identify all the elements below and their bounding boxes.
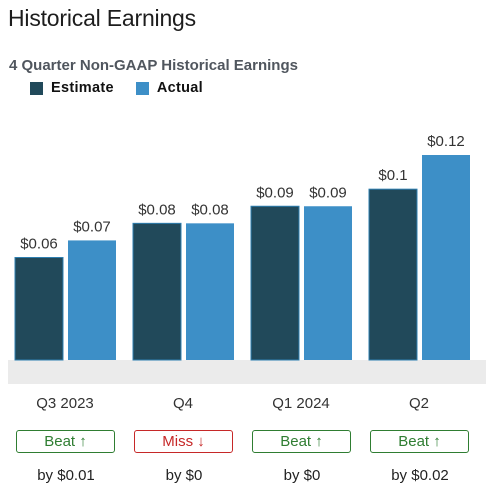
bar-estimate-1 [132,222,182,361]
x-tick-label-3: Q2 [409,395,429,412]
data-label-actual-2: $0.09 [309,184,347,201]
chart-title: 4 Quarter Non-GAAP Historical Earnings [9,57,298,74]
bar-actual-3 [422,155,470,360]
chart-baseline-band [8,360,486,384]
result-diff-2: by $0 [283,467,321,484]
result-diff-1: by $0 [165,467,203,484]
result-badge-1: Miss ↓ [134,430,233,453]
bar-estimate-2 [250,205,300,361]
chart-legend: Estimate Actual [30,80,203,96]
data-label-actual-0: $0.07 [73,218,111,235]
data-label-estimate-0: $0.06 [20,236,58,253]
legend-item-actual: Actual [135,80,203,96]
data-label-actual-1: $0.08 [191,201,229,218]
data-label-estimate-3: $0.1 [378,167,407,184]
page-title: Historical Earnings [8,5,196,31]
bar-estimate-0 [14,257,64,361]
earnings-bar-chart: $0.06 $0.07 Q3 2023 $0.08 $0.08 Q4 $0.09 $0.09 Q… [8,133,486,412]
x-tick-label-0: Q3 2023 [36,395,94,412]
x-tick-label-1: Q4 [173,395,193,412]
bar-actual-2 [304,206,352,360]
result-diff-3: by $0.02 [391,467,449,484]
legend-label-estimate: Estimate [51,80,114,96]
result-badge-3: Beat ↑ [370,430,469,453]
result-diff-0: by $0.01 [37,467,95,484]
legend-swatch-estimate [30,81,43,95]
data-label-actual-3: $0.12 [427,133,465,150]
bar-estimate-3 [368,188,418,361]
legend-label-actual: Actual [156,80,203,96]
legend-item-estimate: Estimate [30,80,114,96]
bar-actual-0 [68,240,116,360]
legend-swatch-actual [135,81,149,95]
data-label-estimate-2: $0.09 [256,184,294,201]
result-badge-2: Beat ↑ [252,430,351,453]
bar-actual-1 [186,223,234,360]
data-label-estimate-1: $0.08 [138,201,176,218]
result-badge-0: Beat ↑ [16,430,115,453]
x-tick-label-2: Q1 2024 [272,395,330,412]
